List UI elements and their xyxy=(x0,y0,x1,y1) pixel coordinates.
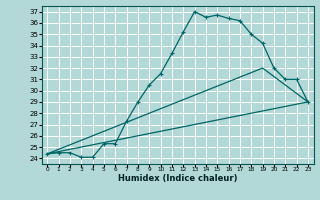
X-axis label: Humidex (Indice chaleur): Humidex (Indice chaleur) xyxy=(118,174,237,183)
